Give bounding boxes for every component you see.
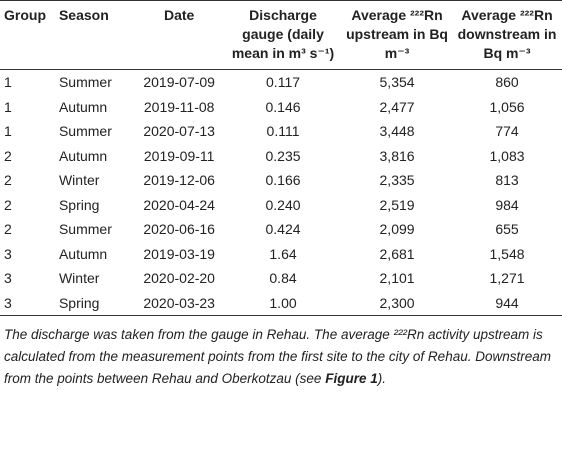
table-cell: 1 bbox=[4, 123, 12, 140]
table-cell: 2019-09-11 bbox=[143, 147, 215, 164]
table-cell: 2,099 bbox=[379, 221, 415, 238]
table-cell: 3 bbox=[4, 270, 12, 287]
table-cell: 2020-04-24 bbox=[143, 196, 215, 213]
table-cell: 1,271 bbox=[489, 270, 525, 287]
table-cell: 0.240 bbox=[265, 196, 301, 213]
table-row: 3 Spring 2020-03-23 1.00 2,300 944 bbox=[0, 291, 562, 316]
table-cell: 2019-03-19 bbox=[143, 245, 215, 262]
column-header: Season bbox=[54, 0, 135, 70]
table-cell: 1,056 bbox=[489, 98, 525, 115]
table-cell: 1 bbox=[4, 98, 12, 115]
table-cell: 2019-12-06 bbox=[143, 172, 215, 189]
table-cell: Summer bbox=[58, 221, 112, 238]
table-cell: 860 bbox=[495, 74, 519, 91]
table-cell: Autumn bbox=[58, 245, 108, 262]
table-cell: 1 bbox=[4, 74, 12, 91]
header-row: Group Season Date Discharge gauge (daily me… bbox=[0, 0, 562, 70]
table-cell: 984 bbox=[495, 196, 519, 213]
table-cell: 2 bbox=[4, 172, 12, 189]
column-header: Discharge gauge (daily mean in m³ s⁻¹) bbox=[223, 0, 343, 70]
table-cell: 3,448 bbox=[379, 123, 415, 140]
table-cell: Spring bbox=[58, 196, 100, 213]
column-header: Average ²²²Rn upstream in Bq m⁻³ bbox=[342, 0, 453, 70]
table-cell: 1,548 bbox=[489, 245, 525, 262]
table-row: 3 Winter 2020-02-20 0.84 2,101 1,271 bbox=[0, 266, 562, 291]
table-cell: 2 bbox=[4, 147, 12, 164]
table-cell: 2,101 bbox=[379, 270, 415, 287]
table-cell: Summer bbox=[58, 74, 112, 91]
table-cell: 3 bbox=[4, 245, 12, 262]
table-row: 3 Autumn 2019-03-19 1.64 2,681 1,548 bbox=[0, 242, 562, 267]
table-cell: 3 bbox=[4, 294, 12, 311]
table-cell: 2020-02-20 bbox=[143, 270, 215, 287]
table-row: 1 Summer 2019-07-09 0.117 5,354 860 bbox=[0, 70, 562, 95]
table-cell: 2,681 bbox=[379, 245, 415, 262]
footnote-text: The discharge was taken from the gauge i… bbox=[4, 327, 551, 386]
table-cell: 3,816 bbox=[379, 147, 415, 164]
table-cell: 2,519 bbox=[379, 196, 415, 213]
table-cell: Winter bbox=[58, 270, 100, 287]
figure-reference: Figure 1 bbox=[325, 371, 378, 386]
table-cell: 2020-07-13 bbox=[143, 123, 215, 140]
table-cell: 2019-07-09 bbox=[143, 74, 215, 91]
table-cell: Winter bbox=[58, 172, 100, 189]
table-cell: Summer bbox=[58, 123, 112, 140]
table-cell: 0.146 bbox=[265, 98, 301, 115]
column-header: Average ²²²Rn downstream in Bq m⁻³ bbox=[452, 0, 562, 70]
column-header: Date bbox=[134, 0, 224, 70]
table-cell: 2 bbox=[4, 221, 12, 238]
table-row: 2 Summer 2020-06-16 0.424 2,099 655 bbox=[0, 217, 562, 242]
table-cell: Autumn bbox=[58, 147, 108, 164]
table-cell: 1.00 bbox=[269, 294, 297, 311]
table-cell: 0.117 bbox=[266, 74, 301, 91]
table-cell: Autumn bbox=[58, 98, 108, 115]
table-cell: 813 bbox=[495, 172, 519, 189]
table-row: 2 Spring 2020-04-24 0.240 2,519 984 bbox=[0, 193, 562, 218]
footnote-text: ). bbox=[377, 371, 386, 386]
table-body: 1 Summer 2019-07-09 0.117 5,354 860 1 Autumn 201… bbox=[0, 70, 562, 316]
table-cell: 2 bbox=[4, 196, 12, 213]
table-cell: 1.64 bbox=[269, 245, 297, 262]
table-cell: 0.84 bbox=[269, 270, 297, 287]
table-cell: 655 bbox=[495, 221, 519, 238]
table-cell: 0.235 bbox=[265, 147, 301, 164]
table-cell: 2020-03-23 bbox=[143, 294, 215, 311]
table-row: 2 Autumn 2019-09-11 0.235 3,816 1,083 bbox=[0, 144, 562, 169]
table-cell: 5,354 bbox=[379, 74, 415, 91]
table-row: 1 Autumn 2019-11-08 0.146 2,477 1,056 bbox=[0, 95, 562, 120]
table-cell: Spring bbox=[58, 294, 100, 311]
table-cell: 2,477 bbox=[379, 98, 415, 115]
footnote: The discharge was taken from the gauge i… bbox=[4, 324, 558, 390]
table-cell: 774 bbox=[495, 123, 519, 140]
column-header: Group bbox=[0, 0, 55, 70]
table-cell: 2,335 bbox=[379, 172, 415, 189]
table-cell: 2019-11-08 bbox=[143, 98, 215, 115]
table-cell: 2,300 bbox=[379, 294, 415, 311]
table-cell: 0.166 bbox=[265, 172, 301, 189]
table-cell: 0.111 bbox=[266, 123, 300, 140]
table-row: 2 Winter 2019-12-06 0.166 2,335 813 bbox=[0, 168, 562, 193]
table-row: 1 Summer 2020-07-13 0.111 3,448 774 bbox=[0, 119, 562, 144]
table-cell: 944 bbox=[495, 294, 519, 311]
table-cell: 2020-06-16 bbox=[143, 221, 215, 238]
table-cell: 1,083 bbox=[489, 147, 525, 164]
table-cell: 0.424 bbox=[265, 221, 301, 238]
data-table: Group Season Date Discharge gauge (daily me… bbox=[0, 0, 562, 316]
